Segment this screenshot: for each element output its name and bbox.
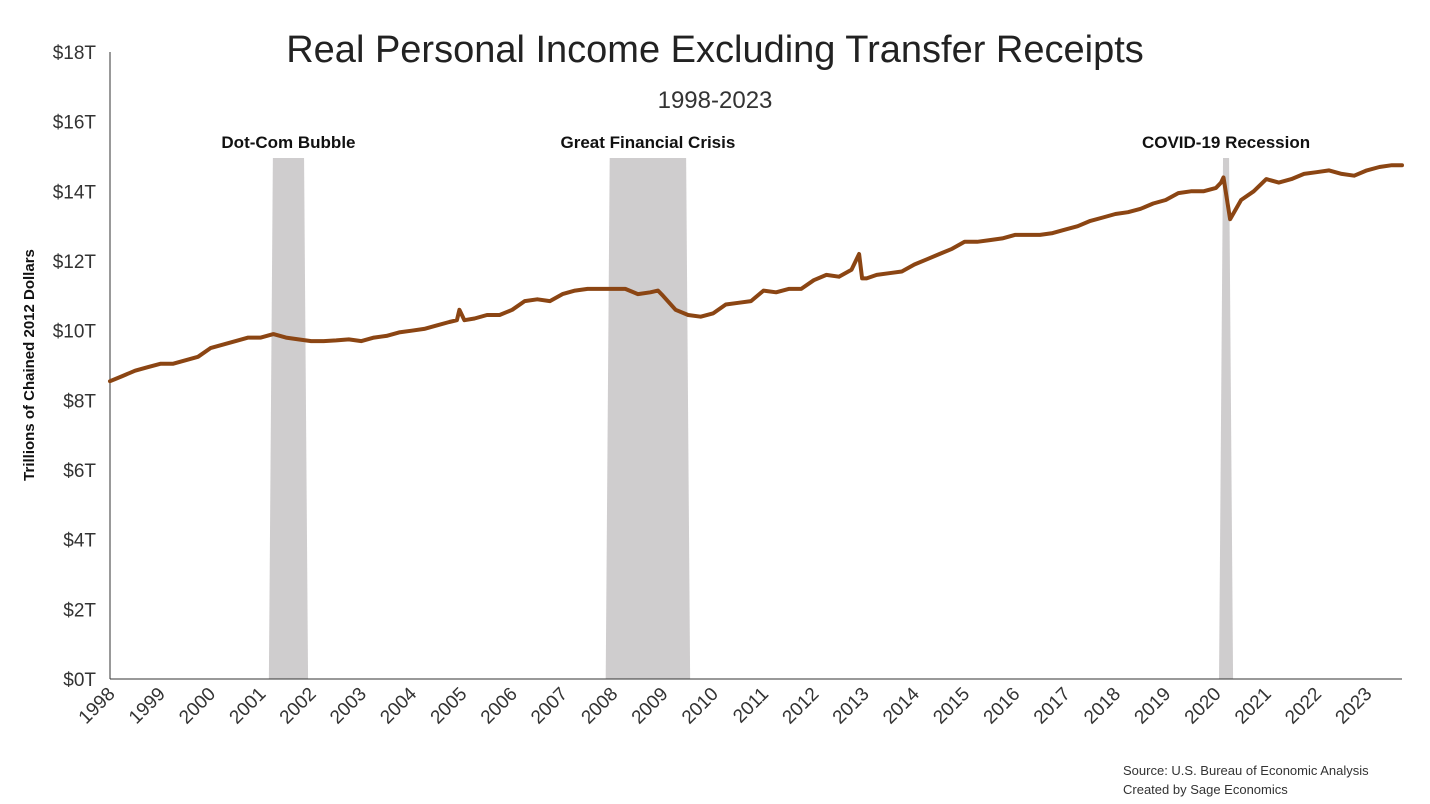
x-ticks: 1998 1999 2000 2001 2002 2003 2004 2005 2006 2007… xyxy=(75,683,1377,728)
x-tick-label: 2016 xyxy=(980,684,1025,729)
source-note: Source: U.S. Bureau of Economic Analysis xyxy=(1123,763,1369,778)
x-tick-label: 2000 xyxy=(175,684,220,729)
recession-bands xyxy=(268,158,1234,679)
x-tick-label: 2022 xyxy=(1281,684,1326,729)
recession-band-2 xyxy=(1219,158,1234,679)
y-ticks: $0T $2T $4T $6T $8T $10T $12T $14T $16T $18T xyxy=(53,43,97,691)
x-tick-label: 2023 xyxy=(1332,684,1377,729)
y-tick-label: $4T xyxy=(63,531,96,552)
x-tick-label: 2004 xyxy=(376,683,421,728)
credit-note: Created by Sage Economics xyxy=(1123,782,1288,797)
x-tick-label: 2010 xyxy=(678,684,723,729)
recession-labels: Dot-Com Bubble Great Financial Crisis COVI… xyxy=(221,133,1310,152)
recession-label-0: Dot-Com Bubble xyxy=(221,133,355,152)
x-tick-label: 2017 xyxy=(1030,684,1075,729)
y-tick-label: $12T xyxy=(53,252,97,273)
axes xyxy=(109,52,1402,680)
x-tick-label: 2011 xyxy=(729,684,773,728)
x-tick-label: 2008 xyxy=(578,684,623,729)
x-tick-label: 2018 xyxy=(1080,684,1125,729)
x-tick-label: 2020 xyxy=(1181,684,1226,729)
x-tick-label: 2014 xyxy=(879,683,924,728)
y-tick-label: $8T xyxy=(63,391,96,412)
x-tick-label: 2015 xyxy=(929,684,974,729)
x-tick-label: 2013 xyxy=(829,684,874,729)
series-line-0 xyxy=(108,163,1404,384)
y-tick-label: $14T xyxy=(53,182,97,203)
y-tick-label: $18T xyxy=(53,43,97,64)
x-tick-label: 2021 xyxy=(1231,684,1276,729)
y-tick-label: $6T xyxy=(63,461,96,482)
x-tick-label: 2006 xyxy=(477,684,522,729)
x-tick-label: 1999 xyxy=(125,684,170,729)
x-tick-label: 2002 xyxy=(276,684,321,729)
series-lines xyxy=(108,163,1404,384)
x-tick-label: 2019 xyxy=(1131,684,1176,729)
recession-band-1 xyxy=(605,158,691,679)
x-tick-label: 2009 xyxy=(628,684,673,729)
y-axis-label: Trillions of Chained 2012 Dollars xyxy=(21,249,38,481)
y-tick-label: $10T xyxy=(53,322,97,343)
x-tick-label: 2007 xyxy=(527,684,572,729)
x-tick-label: 2005 xyxy=(427,684,472,729)
y-tick-label: $2T xyxy=(63,600,96,621)
chart-subtitle: 1998-2023 xyxy=(658,87,773,114)
x-tick-label: 2003 xyxy=(326,684,371,729)
recession-band-0 xyxy=(268,158,309,679)
y-tick-label: $16T xyxy=(53,113,97,134)
y-tick-label: $0T xyxy=(63,670,96,691)
chart-title: Real Personal Income Excluding Transfer … xyxy=(286,29,1144,71)
recession-label-2: COVID-19 Recession xyxy=(1142,133,1310,152)
x-tick-label: 2012 xyxy=(779,684,824,729)
x-tick-label: 2001 xyxy=(226,684,271,729)
recession-label-1: Great Financial Crisis xyxy=(561,133,736,152)
